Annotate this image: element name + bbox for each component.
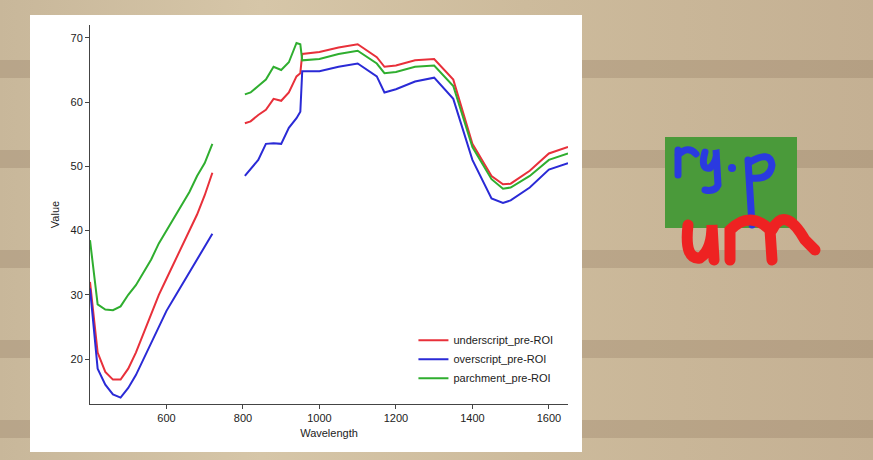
svg-text:overscript_pre-ROI: overscript_pre-ROI	[453, 353, 546, 365]
svg-text:600: 600	[157, 412, 175, 424]
svg-text:Value: Value	[49, 201, 61, 228]
svg-text:800: 800	[234, 412, 252, 424]
svg-text:parchment_pre-ROI: parchment_pre-ROI	[453, 372, 550, 384]
svg-text:20: 20	[71, 353, 83, 365]
svg-text:Wavelength: Wavelength	[300, 427, 358, 439]
svg-text:1600: 1600	[537, 412, 561, 424]
svg-text:1000: 1000	[307, 412, 331, 424]
svg-text:60: 60	[71, 96, 83, 108]
svg-text:1200: 1200	[384, 412, 408, 424]
svg-text:underscript_pre-ROI: underscript_pre-ROI	[453, 334, 553, 346]
svg-text:40: 40	[71, 224, 83, 236]
svg-text:50: 50	[71, 160, 83, 172]
svg-text:1400: 1400	[460, 412, 484, 424]
svg-text:70: 70	[71, 32, 83, 44]
svg-text:30: 30	[71, 289, 83, 301]
